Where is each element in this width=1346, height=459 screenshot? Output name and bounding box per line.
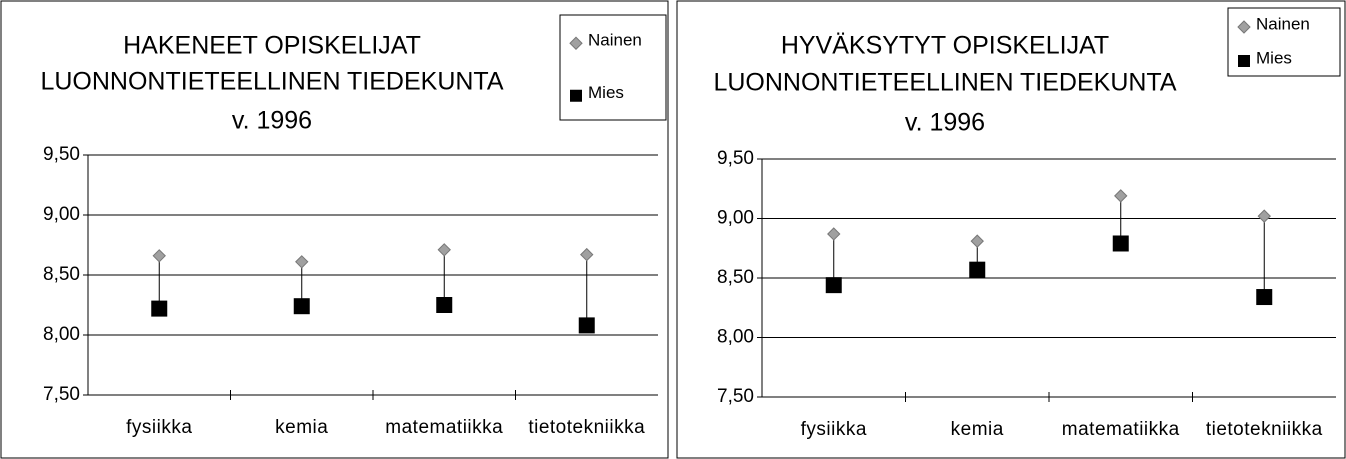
marker-square bbox=[969, 261, 986, 278]
marker-diamond bbox=[152, 249, 166, 263]
marker-square bbox=[578, 317, 595, 334]
legend-label: Nainen bbox=[588, 31, 642, 50]
marker-diamond bbox=[437, 243, 451, 257]
marker-diamond bbox=[1114, 189, 1128, 203]
marker-square bbox=[1112, 235, 1129, 252]
legend-label: Mies bbox=[1256, 48, 1292, 67]
x-tick-label: tietotekniikka bbox=[1206, 419, 1323, 440]
y-tick-label: 8,50 bbox=[43, 264, 80, 285]
marker-square bbox=[436, 297, 453, 313]
x-tick-label: matematiikka bbox=[1062, 419, 1180, 440]
legend-label: Nainen bbox=[1256, 14, 1310, 33]
marker-square bbox=[825, 277, 842, 294]
legend-marker bbox=[569, 36, 583, 50]
legend-marker bbox=[1238, 55, 1250, 67]
legend-marker bbox=[570, 89, 582, 102]
x-tick-label: kemia bbox=[275, 417, 328, 438]
y-tick-label: 8,50 bbox=[717, 267, 754, 288]
chart-title: v. 1996 bbox=[232, 107, 312, 135]
y-tick-label: 8,00 bbox=[717, 327, 754, 348]
chart-title: HYVÄKSYTYT OPISKELIJAT bbox=[781, 32, 1109, 60]
chart-title: v. 1996 bbox=[905, 109, 985, 137]
y-tick-label: 8,00 bbox=[43, 324, 80, 345]
y-tick-label: 9,00 bbox=[43, 204, 80, 225]
panel-frame bbox=[676, 0, 1346, 459]
x-tick-label: kemia bbox=[951, 419, 1004, 440]
marker-square bbox=[151, 300, 168, 317]
marker-diamond bbox=[970, 234, 984, 248]
marker-diamond bbox=[1257, 209, 1271, 223]
marker-square bbox=[293, 298, 310, 315]
y-tick-label: 9,50 bbox=[717, 148, 754, 169]
marker-diamond bbox=[580, 247, 594, 262]
y-tick-label: 7,50 bbox=[43, 384, 80, 405]
legend-box bbox=[559, 14, 667, 121]
chart-title: LUONNONTIETEELLINEN TIEDEKUNTA bbox=[713, 69, 1176, 97]
marker-diamond bbox=[827, 227, 841, 241]
y-tick-label: 7,50 bbox=[717, 386, 754, 407]
x-tick-label: tietotekniikka bbox=[528, 417, 645, 438]
marker-diamond bbox=[295, 255, 309, 269]
chart-title: LUONNONTIETEELLINEN TIEDEKUNTA bbox=[40, 68, 503, 96]
y-tick-label: 9,50 bbox=[43, 144, 80, 165]
y-tick-label: 9,00 bbox=[717, 208, 754, 229]
legend-marker bbox=[1237, 20, 1251, 34]
x-tick-label: fysiikka bbox=[126, 417, 192, 438]
panel-frame bbox=[0, 0, 669, 459]
legend-label: Mies bbox=[588, 83, 624, 102]
x-tick-label: fysiikka bbox=[801, 419, 867, 440]
x-tick-label: matematiikka bbox=[385, 417, 503, 438]
chart-title: HAKENEET OPISKELIJAT bbox=[123, 32, 421, 60]
marker-square bbox=[1256, 289, 1273, 306]
